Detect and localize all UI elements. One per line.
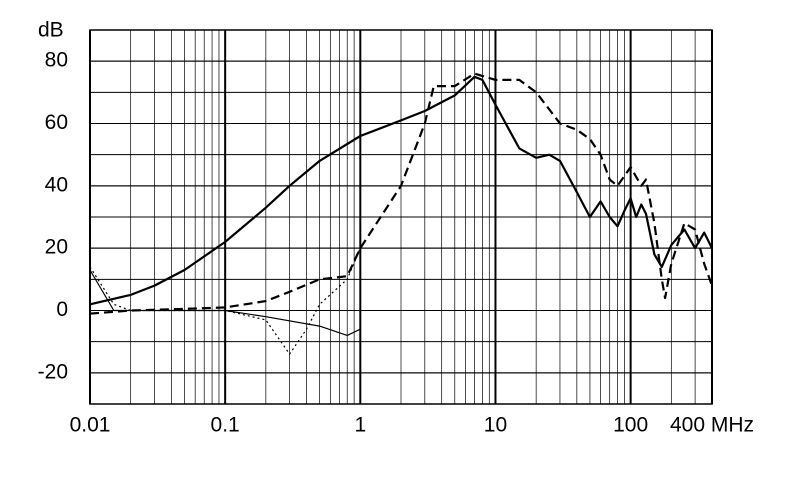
y-tick-label: 0	[56, 298, 68, 321]
plot-frame	[89, 29, 713, 405]
x-tick-label: 0.1	[211, 414, 240, 437]
x-tick-label: 100	[613, 414, 648, 437]
y-tick-label: 80	[45, 49, 68, 72]
y-tick-label: 20	[45, 236, 68, 259]
x-tick-label: 10	[484, 414, 507, 437]
x-tick-label: 0.01	[70, 414, 111, 437]
series-line	[89, 269, 361, 336]
x-tick-label: 400 MHz	[670, 414, 754, 437]
y-axis-label: dB	[38, 19, 64, 42]
x-tick-label: 1	[354, 414, 366, 437]
y-tick-label: 60	[45, 111, 68, 134]
y-tick-label: 40	[45, 173, 68, 196]
series-line	[89, 72, 714, 315]
series-line	[89, 75, 713, 306]
y-tick-label: -20	[38, 360, 68, 383]
